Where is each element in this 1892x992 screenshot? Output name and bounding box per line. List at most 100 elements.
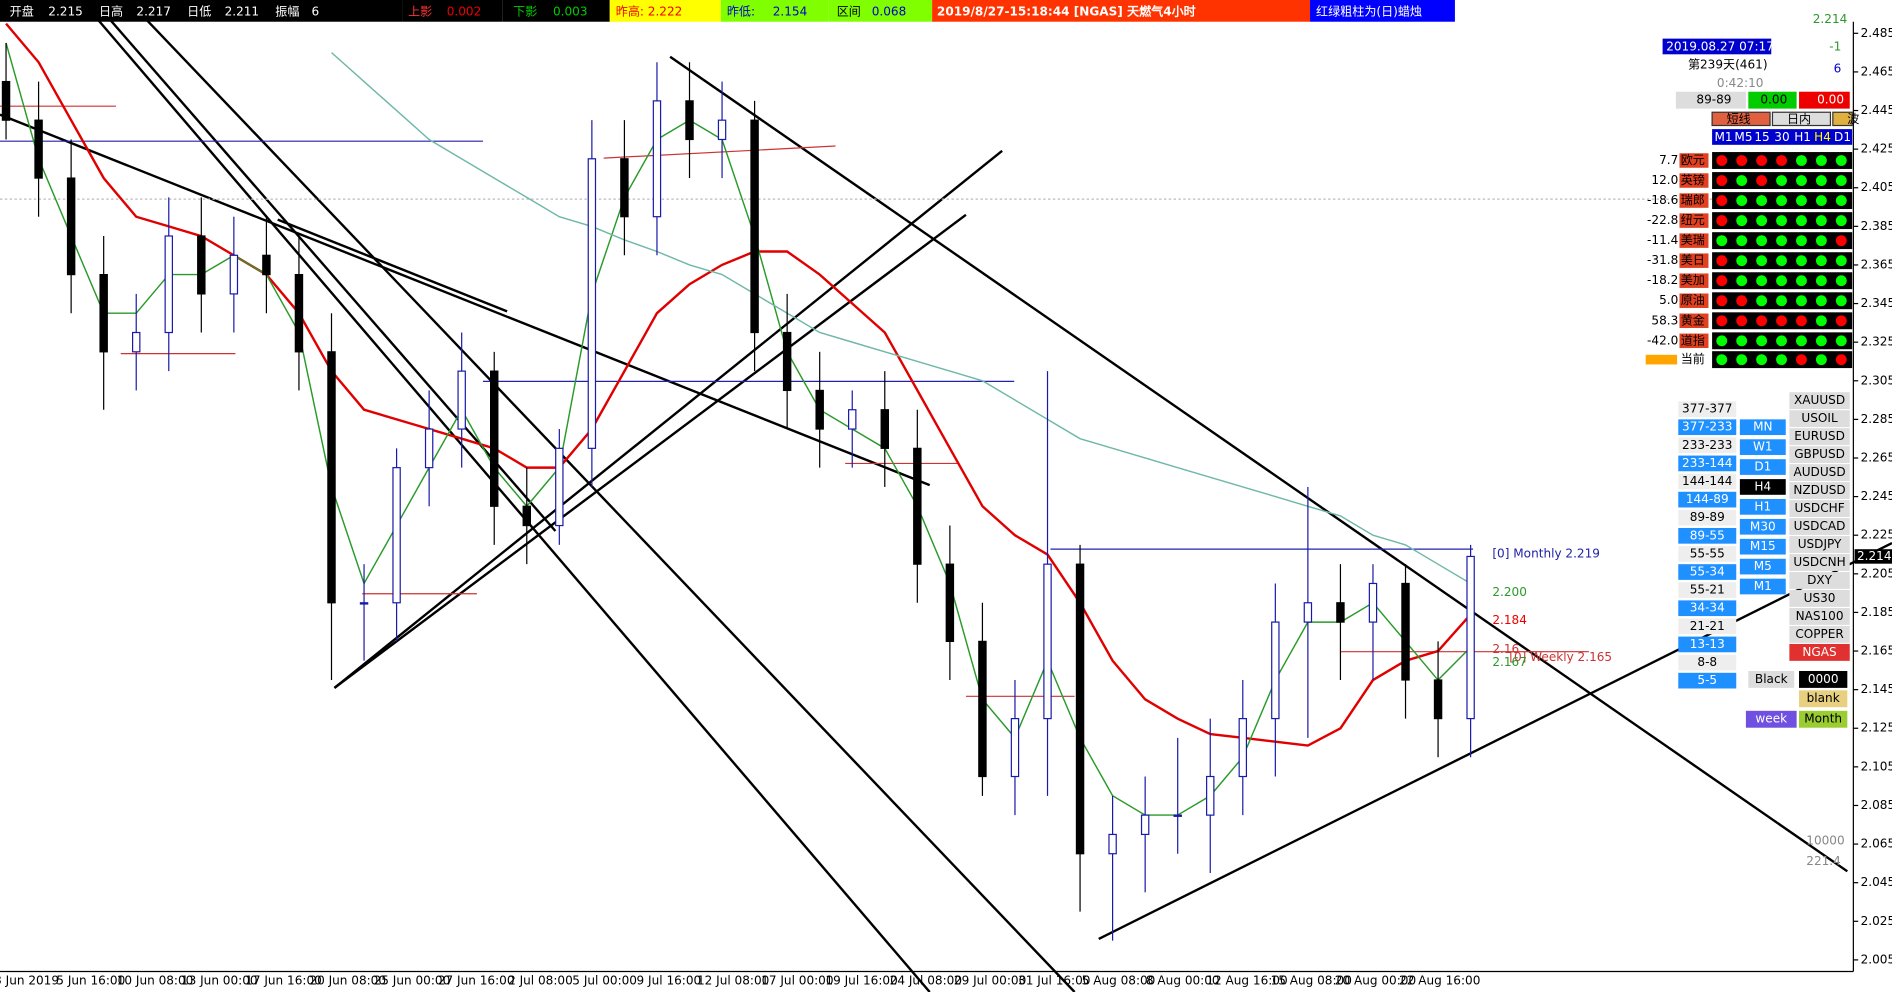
signal-dot	[1716, 155, 1728, 166]
fib-box	[1678, 491, 1737, 508]
symbol-button[interactable]	[1789, 410, 1850, 428]
fib-label: 233-144	[1682, 456, 1732, 470]
fib-label: 8-8	[1697, 655, 1717, 669]
period-label: M1	[1754, 579, 1772, 593]
signal-dot	[1835, 155, 1847, 166]
symbol-button[interactable]	[1789, 446, 1850, 464]
tf-label: M1	[1715, 130, 1733, 144]
signal-dot	[1756, 335, 1768, 347]
fib-box	[1678, 473, 1737, 490]
symbol-label: COPPER	[1795, 627, 1844, 641]
y-tick-label: 2.285	[1861, 412, 1892, 426]
topbar-segment	[932, 0, 1311, 22]
symbol-button[interactable]	[1789, 464, 1850, 482]
symbol-label: USDCNH	[1793, 555, 1845, 569]
style-button[interactable]	[1799, 690, 1848, 708]
fib-box	[1678, 654, 1737, 671]
strength-value: -42.0	[1647, 333, 1678, 347]
topbar-item: 日高	[99, 4, 123, 19]
candle-body	[294, 274, 304, 353]
fib-label: 55-21	[1690, 583, 1725, 597]
symbol-button[interactable]	[1789, 572, 1850, 589]
symbol-button[interactable]	[1789, 590, 1850, 607]
fib-box	[1678, 546, 1737, 562]
symbol-button[interactable]	[1789, 625, 1850, 643]
candle-body	[913, 447, 922, 565]
strength-name: 原油	[1681, 293, 1705, 307]
period-button[interactable]	[1739, 538, 1786, 555]
current-price-box	[1854, 549, 1892, 564]
topbar-text: 0.068	[872, 5, 907, 19]
strength-value: 12.0	[1651, 173, 1678, 187]
x-tick-label: 12 Aug 16:00	[1206, 974, 1287, 988]
period-button[interactable]	[1739, 578, 1786, 595]
period-button[interactable]	[1739, 518, 1786, 535]
x-tick-label: 31 Jul 16:00	[1018, 974, 1090, 988]
symbol-button[interactable]	[1789, 554, 1850, 571]
y-tick-label: 2.065	[1861, 837, 1892, 851]
symbol-button[interactable]	[1789, 518, 1850, 535]
symbol-button[interactable]	[1789, 392, 1850, 410]
candle-body	[1206, 775, 1215, 816]
signal-dot	[1796, 315, 1807, 327]
annotation: 10000	[1806, 834, 1844, 848]
signal-dot	[1796, 215, 1807, 227]
symbol-button[interactable]	[1789, 500, 1850, 517]
y-tick-label: 2.325	[1861, 335, 1892, 349]
symbol-button[interactable]	[1789, 482, 1850, 500]
y-tick-label: 2.185	[1861, 605, 1892, 619]
signal-dot	[1736, 335, 1748, 347]
mode-label: 日内	[1787, 112, 1811, 126]
signal-dot	[1776, 354, 1787, 366]
symbol-button[interactable]	[1789, 536, 1850, 553]
signal-dot	[1815, 175, 1827, 186]
fib-box	[1678, 509, 1737, 526]
tf-label: H4	[1814, 130, 1831, 144]
x-tick-label: 24 Jul 08:00	[890, 974, 962, 988]
candle-body	[815, 389, 824, 430]
strength-name: 欧元	[1681, 153, 1705, 167]
period-label: D1	[1754, 460, 1771, 474]
fib-box	[1678, 618, 1737, 635]
style-button[interactable]	[1745, 710, 1797, 728]
candle-body	[1433, 679, 1443, 720]
fib-box	[1678, 437, 1737, 454]
y-tick-label: 2.365	[1861, 257, 1892, 271]
period-button[interactable]	[1739, 459, 1786, 475]
y-tick-label: 2.085	[1861, 798, 1892, 812]
topbar-text: 2019/8/27-15:18:44 [NGAS] 天燃气4小时	[937, 4, 1196, 19]
style-button[interactable]	[1748, 670, 1795, 688]
topbar-segment	[0, 0, 403, 22]
x-tick-label: 3 Jun 2019	[0, 974, 59, 988]
signal-dot	[1776, 155, 1787, 166]
candle-body	[197, 235, 206, 295]
signal-dot	[1756, 215, 1768, 227]
period-button[interactable]	[1739, 558, 1786, 575]
candle-body	[555, 447, 564, 527]
v2: 0.00	[1817, 93, 1844, 107]
signal-dot	[1835, 275, 1847, 287]
fib-label: 144-89	[1686, 492, 1729, 506]
style-button[interactable]	[1799, 670, 1848, 688]
symbol-button[interactable]	[1789, 428, 1850, 446]
candle-body	[1401, 582, 1410, 681]
period-button[interactable]	[1739, 479, 1786, 495]
style-button[interactable]	[1799, 710, 1848, 728]
fib-label: 55-34	[1690, 565, 1725, 579]
candle-body	[522, 505, 532, 527]
fib-label: 144-144	[1682, 474, 1732, 488]
period-button[interactable]	[1739, 439, 1786, 455]
symbol-button[interactable]	[1789, 607, 1850, 625]
symbol-button[interactable]	[1789, 643, 1850, 661]
period-button[interactable]	[1739, 499, 1786, 515]
topbar-text: 2.154	[773, 5, 808, 19]
strength-name-box	[1679, 193, 1709, 208]
signal-dot	[1736, 315, 1748, 327]
time: 2019.08.27 07:17	[1666, 40, 1774, 54]
symbol-label: AUDUSD	[1793, 465, 1845, 479]
tf-bar	[1712, 129, 1853, 145]
strength-name: 美日	[1681, 253, 1705, 267]
period-button[interactable]	[1739, 419, 1786, 436]
symbol-label: DXY	[1807, 573, 1833, 587]
signal-dot	[1835, 215, 1847, 227]
